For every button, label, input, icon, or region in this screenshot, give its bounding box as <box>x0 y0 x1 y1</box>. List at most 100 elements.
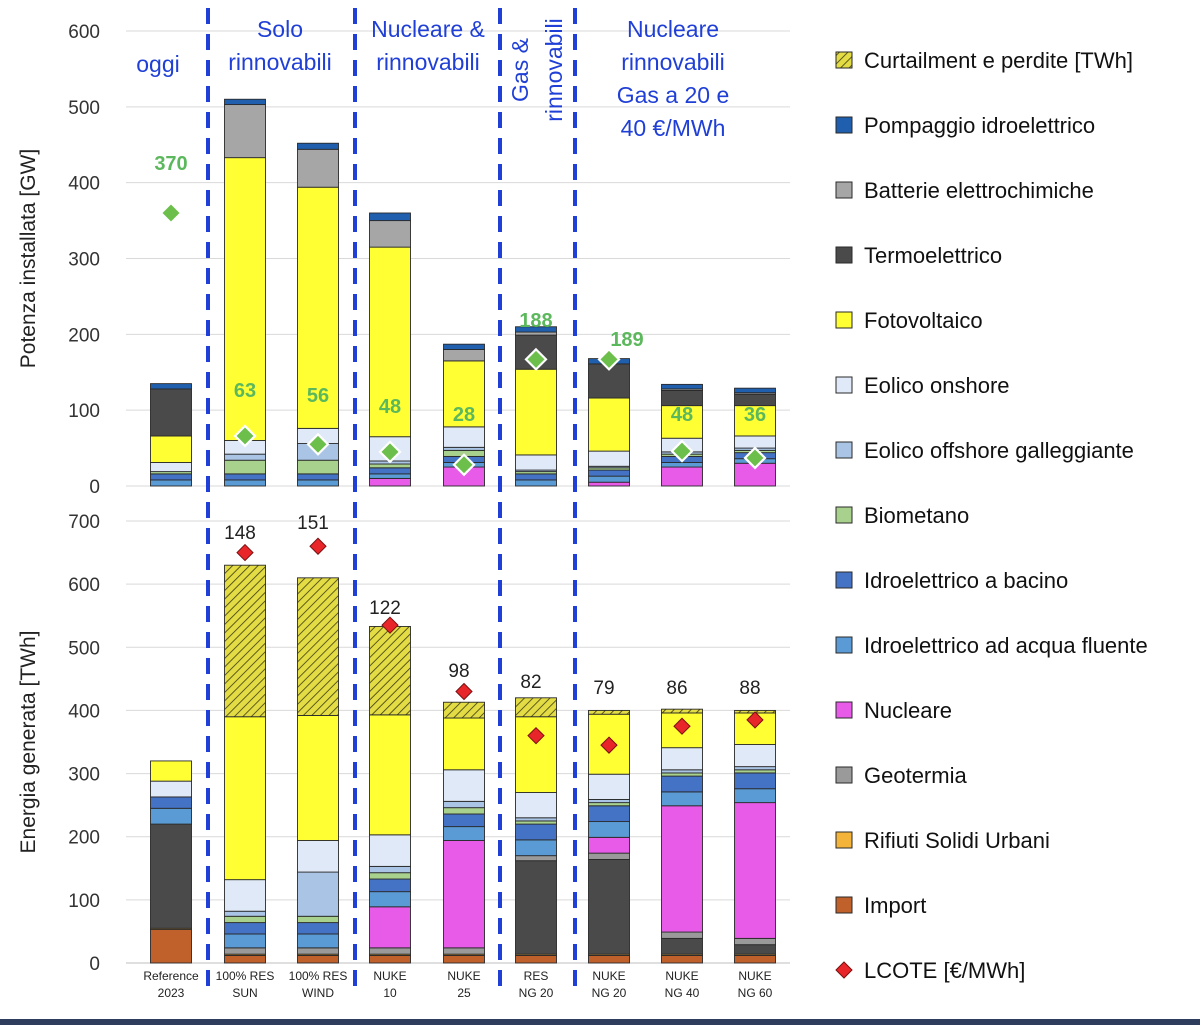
bottom-bar-curtailment-e-perdite-twh-6 <box>588 709 630 715</box>
bottom-bar-eolico-offshore-galleggiante-1 <box>224 910 266 917</box>
bottom-bar-curtailment-e-perdite-twh-1 <box>224 564 266 718</box>
top-bar-pompaggio-idroelettrico-0 <box>150 383 192 390</box>
top-bar-batterie-elettrochimiche-2 <box>297 148 339 188</box>
top-bar-termoelettrico-0 <box>150 388 192 437</box>
top-bar-idroelettrico-a-bacino-6 <box>588 469 630 477</box>
bottom-bar-eolico-onshore-0 <box>150 780 192 798</box>
x-category-label-line1: RES <box>524 969 549 983</box>
bottom-bar-idroelettrico-a-bacino-6 <box>588 805 630 823</box>
top-bar-eolico-onshore-0 <box>150 462 192 473</box>
section-label: Nucleare <box>627 16 719 42</box>
bottom-y-tick-label: 400 <box>68 701 100 722</box>
legend-swatch-eolico-onshore <box>835 376 853 394</box>
bottom-y-tick-label: 0 <box>89 954 100 975</box>
bottom-bar-fotovoltaico-0 <box>150 760 192 782</box>
bottom-bar-curtailment-e-perdite-twh-5 <box>515 697 557 718</box>
lcote-marker <box>673 717 691 735</box>
top-bar-nucleare-7 <box>661 466 703 487</box>
bottom-bar-idroelettrico-a-bacino-3 <box>369 878 411 893</box>
bottom-bar-import-6 <box>588 954 630 964</box>
bottom-bar-geotermia-7 <box>661 931 703 939</box>
top-bar-batterie-elettrochimiche-1 <box>224 104 266 159</box>
top-bar-pompaggio-idroelettrico-1 <box>224 98 266 106</box>
bottom-bar-import-2 <box>297 954 339 964</box>
bottom-bar-curtailment-e-perdite-twh-7 <box>661 708 703 714</box>
section-label: Gas a 20 e <box>617 82 730 108</box>
legend-label: Import <box>864 893 926 918</box>
legend-label: Idroelettrico ad acqua fluente <box>864 633 1148 658</box>
bottom-bar-idroelettrico-a-bacino-5 <box>515 823 557 841</box>
bottom-bar-import-5 <box>515 954 557 964</box>
section-label: rinnovabili <box>621 49 725 75</box>
top-bar-fotovoltaico-6 <box>588 397 630 452</box>
bottom-y-tick-label: 200 <box>68 828 100 849</box>
bottom-bar-idroelettrico-ad-acqua-fluente-8 <box>734 788 776 804</box>
bottom-bar-eolico-onshore-8 <box>734 744 776 768</box>
section-label: oggi <box>136 51 179 77</box>
section-labels: oggi Solo rinnovabili Nucleare & rinnovabili… <box>136 16 729 141</box>
lcote-marker <box>381 616 399 634</box>
legend-label: Pompaggio idroelettrico <box>864 113 1095 138</box>
top-bar-idroelettrico-ad-acqua-fluente-0 <box>150 479 192 487</box>
lcote-marker <box>527 726 545 745</box>
top-bar-idroelettrico-ad-acqua-fluente-3 <box>369 473 411 479</box>
top-bar-fotovoltaico-7 <box>661 405 703 439</box>
top-bar-biometano-3 <box>369 463 411 469</box>
emission-value-label: 28 <box>453 404 475 426</box>
bottom-bar-eolico-onshore-3 <box>369 834 411 867</box>
top-bar-fotovoltaico-5 <box>515 368 557 456</box>
bottom-bar-idroelettrico-a-bacino-7 <box>661 775 703 793</box>
top-y-tick-label: 100 <box>68 401 100 422</box>
bottom-bar-geotermia-1 <box>224 947 266 955</box>
bottom-y-tick-label: 700 <box>68 512 100 533</box>
x-category-label-line1: 100% RES <box>216 969 275 983</box>
x-category-label-line2: SUN <box>232 986 257 1000</box>
section-label: Solo <box>257 16 303 42</box>
bottom-y-tick-label: 600 <box>68 575 100 596</box>
bottom-bar-fotovoltaico-8 <box>734 712 776 745</box>
section-label: rinnovabili <box>376 49 480 75</box>
lcote-value-label: 98 <box>448 661 469 682</box>
emission-value-label: 188 <box>519 310 552 332</box>
bottom-bar-import-8 <box>734 954 776 964</box>
legend-swatch-batterie-elettrochimiche <box>835 181 853 199</box>
x-category-label-line2: 10 <box>383 986 397 1000</box>
top-bar-idroelettrico-ad-acqua-fluente-6 <box>588 475 630 483</box>
legend-swatch-termoelettrico <box>835 246 853 264</box>
legend-label: Termoelettrico <box>864 243 1002 268</box>
emission-value-label: 370 <box>154 153 187 175</box>
bottom-bar-eolico-offshore-galleggiante-4 <box>443 800 485 809</box>
top-bar-eolico-onshore-8 <box>734 435 776 449</box>
top-bar-idroelettrico-ad-acqua-fluente-1 <box>224 479 266 487</box>
top-y-tick-label: 400 <box>68 174 100 195</box>
bottom-bar-nucleare-7 <box>661 805 703 933</box>
bottom-y-tick-label: 100 <box>68 891 100 912</box>
x-category-label-line2: NG 60 <box>738 986 773 1000</box>
top-bar-idroelettrico-a-bacino-0 <box>150 473 192 481</box>
bottom-bar-eolico-offshore-galleggiante-8 <box>734 766 776 771</box>
top-bar-pompaggio-idroelettrico-4 <box>443 343 485 350</box>
top-bar-idroelettrico-a-bacino-5 <box>515 473 557 481</box>
bottom-bar-geotermia-6 <box>588 852 630 860</box>
x-category-label-line1: NUKE <box>447 969 480 983</box>
x-category-label-line2: NG 20 <box>592 986 627 1000</box>
lcote-marker <box>600 736 618 754</box>
emission-marker <box>378 440 402 464</box>
bottom-bar-import-4 <box>443 954 485 964</box>
bottom-bar-eolico-offshore-galleggiante-6 <box>588 799 630 804</box>
emission-marker <box>233 424 257 448</box>
legend-label: Batterie elettrochimiche <box>864 178 1094 203</box>
top-bar-eolico-onshore-5 <box>515 454 557 471</box>
bottom-bar-idroelettrico-ad-acqua-fluente-7 <box>661 791 703 807</box>
top-bar-nucleare-3 <box>369 477 411 487</box>
top-bar-fotovoltaico-3 <box>369 246 411 438</box>
legend-label: Nucleare <box>864 698 952 723</box>
legend-label: Curtailment e perdite [TWh] <box>864 48 1133 73</box>
bottom-bar-eolico-offshore-galleggiante-3 <box>369 865 411 874</box>
lcote-value-label: 88 <box>739 678 760 699</box>
emission-marker <box>306 432 330 456</box>
legend: Curtailment e perdite [TWh] Pompaggio idr… <box>835 48 1148 1025</box>
bottom-bar-biometano-2 <box>297 915 339 924</box>
emission-marker <box>670 439 694 463</box>
